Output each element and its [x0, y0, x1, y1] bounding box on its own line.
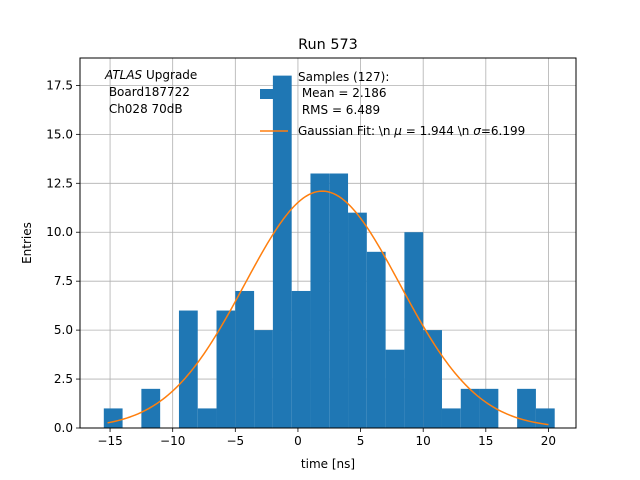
- histogram-bar: [310, 173, 330, 428]
- annotation-line-2: Board187722: [105, 85, 190, 99]
- histogram-bar: [254, 330, 273, 428]
- x-tick-label: 15: [478, 434, 493, 448]
- legend-histogram-swatch: [260, 89, 288, 99]
- annotation-atlas-word: ATLAS: [104, 68, 143, 82]
- annotation-line-3: Ch028 70dB: [105, 102, 183, 116]
- histogram-bar: [404, 232, 424, 428]
- legend-fit-label: Gaussian Fit: \n μ = 1.944 \n σ=6.199: [298, 124, 525, 138]
- gaussian-fit-line: [107, 190, 549, 426]
- x-tick-label: 5: [357, 434, 365, 448]
- x-tick-label: 10: [416, 434, 431, 448]
- histogram-bar: [141, 388, 161, 428]
- y-tick-label: 10.0: [46, 225, 73, 239]
- y-tick-label: 12.5: [46, 176, 73, 190]
- histogram-bar: [460, 388, 480, 428]
- x-tick-label: −15: [97, 434, 122, 448]
- legend-fit-pre: Gaussian Fit: \n: [298, 124, 394, 138]
- gaussian-fit-layer: [107, 190, 549, 426]
- histogram-bar: [423, 330, 442, 428]
- legend-fit-post: =6.199: [481, 124, 525, 138]
- y-tick-label: 15.0: [46, 127, 73, 141]
- atlas-annotation: ATLAS Upgrade Board187722 Ch028 70dB: [104, 68, 197, 116]
- x-tick-label: 20: [541, 434, 556, 448]
- histogram-bar: [479, 388, 499, 428]
- histogram-bar: [385, 349, 405, 428]
- histogram-bars: [103, 75, 555, 428]
- y-tick-label: 17.5: [46, 78, 73, 92]
- histogram-bar: [291, 290, 311, 428]
- histogram-bar: [329, 173, 349, 428]
- x-tick-label: −10: [160, 434, 185, 448]
- annotation-upgrade-word: Upgrade: [142, 68, 197, 82]
- plot-frame: [79, 57, 577, 429]
- y-tick-label: 0.0: [54, 421, 73, 435]
- y-tick-label: 7.5: [54, 274, 73, 288]
- y-tick-label: 2.5: [54, 372, 73, 386]
- histogram-bar: [235, 290, 255, 428]
- histogram-bar: [216, 310, 236, 428]
- histogram-bar: [348, 212, 367, 428]
- legend-histogram-line-2: Mean = 2.186: [298, 86, 387, 100]
- x-axis-ticks: −15 −10 −5 0 5 10 15 20: [97, 428, 556, 448]
- histogram-bar: [441, 408, 461, 428]
- histogram-bar: [535, 408, 555, 428]
- y-axis-label: Entries: [20, 222, 34, 264]
- x-axis-label: time [ns]: [301, 457, 355, 471]
- histogram-bar: [366, 251, 386, 428]
- legend: Samples (127): Mean = 2.186 RMS = 6.489 …: [260, 70, 525, 138]
- x-tick-label: −5: [226, 434, 244, 448]
- histogram-bar: [272, 75, 292, 428]
- x-tick-label: 0: [294, 434, 302, 448]
- legend-sigma-symbol: σ: [473, 124, 481, 138]
- legend-fit-mid: = 1.944 \n: [402, 124, 473, 138]
- y-tick-label: 5.0: [54, 323, 73, 337]
- legend-histogram-line-1: Samples (127):: [298, 70, 389, 84]
- histogram-bar: [178, 310, 198, 428]
- legend-mu-symbol: μ: [393, 124, 402, 138]
- annotation-line-1: ATLAS Upgrade: [104, 68, 197, 82]
- histogram-bar: [103, 408, 123, 428]
- chart-title: Run 573: [298, 37, 358, 53]
- legend-histogram-line-3: RMS = 6.489: [298, 103, 380, 117]
- histogram-bar: [197, 408, 217, 428]
- y-axis-ticks: 0.0 2.5 5.0 7.5 10.0 12.5 15.0 17.5: [46, 78, 80, 435]
- histogram-bar: [517, 388, 536, 428]
